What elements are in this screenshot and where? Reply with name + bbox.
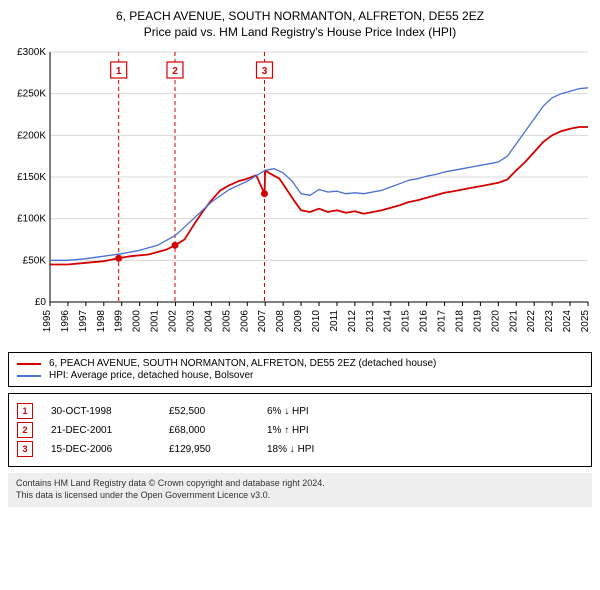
footnote: Contains HM Land Registry data © Crown c… — [8, 473, 592, 506]
events-table: 1 30-OCT-1998 £52,500 6% ↓ HPI 2 21-DEC-2001 £… — [8, 393, 592, 467]
svg-text:2006: 2006 — [239, 310, 250, 333]
svg-text:2003: 2003 — [185, 310, 196, 333]
svg-text:2024: 2024 — [562, 310, 573, 333]
svg-text:2019: 2019 — [472, 310, 483, 333]
svg-text:£150K: £150K — [17, 172, 46, 183]
event-pct: 18% ↓ HPI — [267, 444, 314, 455]
event-pct: 6% ↓ HPI — [267, 406, 309, 417]
svg-text:2008: 2008 — [275, 310, 286, 333]
legend-row: 6, PEACH AVENUE, SOUTH NORMANTON, ALFRET… — [17, 358, 583, 369]
svg-text:2: 2 — [172, 66, 178, 77]
event-date: 30-OCT-1998 — [51, 406, 151, 417]
legend: 6, PEACH AVENUE, SOUTH NORMANTON, ALFRET… — [8, 352, 592, 387]
legend-label: HPI: Average price, detached house, Bols… — [49, 370, 253, 381]
event-pct: 1% ↑ HPI — [267, 425, 309, 436]
title-line-1: 6, PEACH AVENUE, SOUTH NORMANTON, ALFRET… — [8, 8, 592, 24]
event-date: 21-DEC-2001 — [51, 425, 151, 436]
svg-text:2020: 2020 — [490, 310, 501, 333]
svg-text:2000: 2000 — [132, 310, 143, 333]
svg-text:£50K: £50K — [23, 256, 47, 267]
event-row: 3 15-DEC-2006 £129,950 18% ↓ HPI — [17, 441, 583, 457]
title-line-2: Price paid vs. HM Land Registry's House … — [8, 24, 592, 40]
svg-text:£200K: £200K — [17, 131, 46, 142]
event-marker: 3 — [17, 441, 33, 457]
svg-text:2002: 2002 — [168, 310, 179, 333]
svg-text:1: 1 — [116, 66, 122, 77]
svg-text:£250K: £250K — [17, 89, 46, 100]
svg-text:2012: 2012 — [347, 310, 358, 333]
event-marker: 1 — [17, 403, 33, 419]
svg-text:2025: 2025 — [580, 310, 591, 333]
svg-text:1997: 1997 — [78, 310, 89, 333]
event-price: £52,500 — [169, 406, 249, 417]
svg-text:2010: 2010 — [311, 310, 322, 333]
svg-text:1995: 1995 — [42, 310, 53, 333]
svg-text:£100K: £100K — [17, 214, 46, 225]
svg-text:1996: 1996 — [60, 310, 71, 333]
event-row: 2 21-DEC-2001 £68,000 1% ↑ HPI — [17, 422, 583, 438]
svg-text:2001: 2001 — [150, 310, 161, 333]
svg-text:2014: 2014 — [383, 310, 394, 333]
legend-label: 6, PEACH AVENUE, SOUTH NORMANTON, ALFRET… — [49, 358, 436, 369]
svg-text:2021: 2021 — [508, 310, 519, 333]
svg-text:2011: 2011 — [329, 310, 340, 332]
footnote-line-1: Contains HM Land Registry data © Crown c… — [16, 478, 584, 490]
legend-swatch — [17, 363, 41, 365]
svg-text:2015: 2015 — [401, 310, 412, 333]
event-marker: 2 — [17, 422, 33, 438]
svg-text:£0: £0 — [35, 297, 47, 308]
legend-row: HPI: Average price, detached house, Bols… — [17, 370, 583, 381]
event-price: £129,950 — [169, 444, 249, 455]
svg-text:2018: 2018 — [454, 310, 465, 333]
event-date: 15-DEC-2006 — [51, 444, 151, 455]
svg-text:2022: 2022 — [526, 310, 537, 333]
event-row: 1 30-OCT-1998 £52,500 6% ↓ HPI — [17, 403, 583, 419]
svg-text:2007: 2007 — [257, 310, 268, 333]
svg-text:3: 3 — [262, 66, 268, 77]
footnote-line-2: This data is licensed under the Open Gov… — [16, 490, 584, 502]
svg-text:2023: 2023 — [544, 310, 555, 333]
svg-text:2004: 2004 — [203, 310, 214, 333]
price-chart: £0 £50K £100K £150K £200K £250K £300K 1995 1996 1… — [8, 46, 592, 346]
svg-text:2009: 2009 — [293, 310, 304, 333]
svg-text:1999: 1999 — [114, 310, 125, 333]
svg-text:2017: 2017 — [437, 310, 448, 333]
svg-text:2016: 2016 — [419, 310, 430, 333]
svg-text:£300K: £300K — [17, 47, 46, 58]
svg-text:2005: 2005 — [221, 310, 232, 333]
svg-text:1998: 1998 — [96, 310, 107, 333]
legend-swatch — [17, 375, 41, 377]
chart-container: £0 £50K £100K £150K £200K £250K £300K 1995 1996 1… — [8, 46, 592, 346]
chart-title-block: 6, PEACH AVENUE, SOUTH NORMANTON, ALFRET… — [8, 8, 592, 40]
svg-text:2013: 2013 — [365, 310, 376, 333]
event-price: £68,000 — [169, 425, 249, 436]
